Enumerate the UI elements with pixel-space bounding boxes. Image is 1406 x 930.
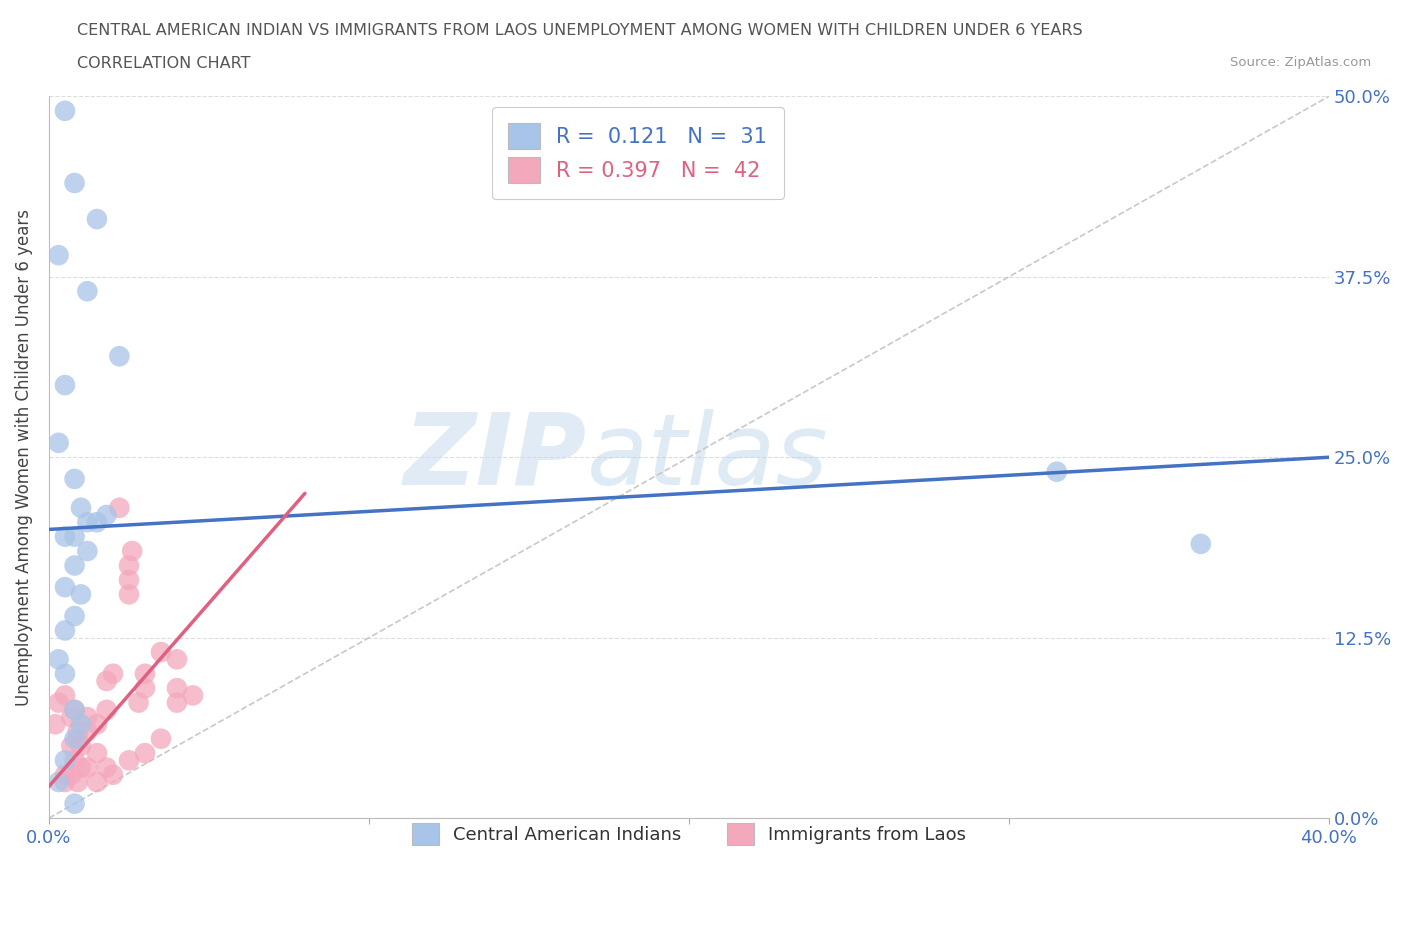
Point: [53, 529, 76, 544]
Point: [60, 738, 83, 753]
Point: [76, 515, 98, 530]
Point: [53, 688, 76, 703]
Point: [53, 579, 76, 594]
Point: [1046, 464, 1069, 479]
Point: [53, 666, 76, 681]
Point: [1189, 537, 1212, 551]
Point: [134, 681, 156, 696]
Point: [48, 247, 70, 262]
Point: [118, 558, 141, 573]
Point: [63, 608, 86, 623]
Point: [53, 775, 76, 790]
Text: CORRELATION CHART: CORRELATION CHART: [77, 56, 250, 71]
Point: [63, 753, 86, 768]
Point: [53, 623, 76, 638]
Point: [76, 284, 98, 299]
Point: [101, 666, 124, 681]
Point: [60, 710, 83, 724]
Point: [181, 688, 204, 703]
Point: [166, 681, 188, 696]
Point: [149, 644, 172, 659]
Point: [96, 508, 118, 523]
Point: [48, 696, 70, 711]
Point: [166, 696, 188, 711]
Point: [134, 746, 156, 761]
Text: Source: ZipAtlas.com: Source: ZipAtlas.com: [1230, 56, 1371, 69]
Point: [63, 796, 86, 811]
Point: [76, 760, 98, 775]
Legend: Central American Indians, Immigrants from Laos: Central American Indians, Immigrants fro…: [398, 809, 980, 859]
Point: [66, 724, 89, 739]
Point: [63, 176, 86, 191]
Point: [48, 775, 70, 790]
Text: CENTRAL AMERICAN INDIAN VS IMMIGRANTS FROM LAOS UNEMPLOYMENT AMONG WOMEN WITH CH: CENTRAL AMERICAN INDIAN VS IMMIGRANTS FR…: [77, 23, 1083, 38]
Point: [118, 573, 141, 588]
Point: [86, 775, 108, 790]
Point: [76, 710, 98, 724]
Point: [108, 349, 131, 364]
Point: [63, 702, 86, 717]
Point: [48, 435, 70, 450]
Point: [86, 717, 108, 732]
Point: [63, 529, 86, 544]
Point: [121, 544, 143, 559]
Point: [101, 767, 124, 782]
Point: [53, 753, 76, 768]
Point: [66, 731, 89, 746]
Point: [86, 746, 108, 761]
Y-axis label: Unemployment Among Women with Children Under 6 years: Unemployment Among Women with Children U…: [15, 208, 32, 706]
Point: [63, 472, 86, 486]
Text: ZIP: ZIP: [404, 409, 586, 506]
Text: atlas: atlas: [586, 409, 828, 506]
Point: [128, 696, 150, 711]
Point: [44, 717, 66, 732]
Point: [149, 731, 172, 746]
Point: [70, 760, 93, 775]
Point: [70, 500, 93, 515]
Point: [96, 702, 118, 717]
Point: [60, 767, 83, 782]
Point: [70, 738, 93, 753]
Point: [118, 753, 141, 768]
Point: [53, 103, 76, 118]
Point: [70, 587, 93, 602]
Point: [48, 652, 70, 667]
Point: [108, 500, 131, 515]
Point: [96, 760, 118, 775]
Point: [53, 378, 76, 392]
Point: [63, 702, 86, 717]
Point: [53, 767, 76, 782]
Point: [118, 587, 141, 602]
Point: [76, 544, 98, 559]
Point: [63, 731, 86, 746]
Point: [96, 673, 118, 688]
Point: [86, 515, 108, 530]
Point: [86, 212, 108, 227]
Point: [66, 775, 89, 790]
Point: [76, 724, 98, 739]
Point: [134, 666, 156, 681]
Point: [63, 558, 86, 573]
Point: [166, 652, 188, 667]
Point: [70, 717, 93, 732]
